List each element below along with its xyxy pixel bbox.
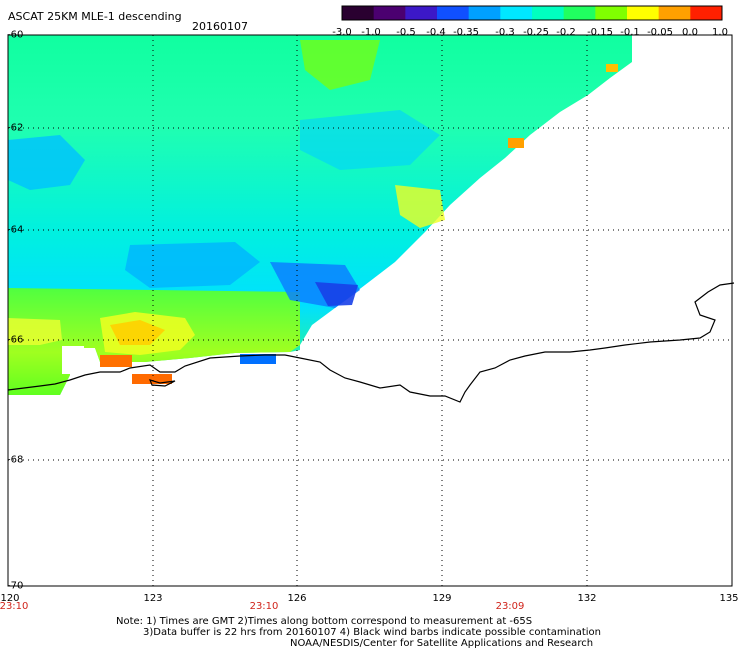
time-label: 23:09 [495,601,525,612]
plot-frame [7,34,733,587]
colorbar-swatch [627,6,660,20]
colorbar-tick-label: -0.3 [495,27,515,38]
colorbar-swatch [563,6,596,20]
orange-cell-2 [132,374,172,384]
time-label: 23:10 [0,601,29,612]
colorbar-tick-label: -0.35 [453,27,479,38]
colorbar-tick-label: -0.5 [396,27,416,38]
colorbar-frame [341,5,723,21]
orange-cell-4 [606,64,618,72]
colorbar-swatch [468,6,501,20]
colorbar-swatch [500,6,533,20]
lat-label: -68 [7,454,24,466]
cold-patch-5 [300,110,440,170]
lon-label: 120 [0,593,20,604]
colorbar-swatch [405,6,438,20]
cold-patch-1 [8,135,85,190]
colorbar-swatch [532,6,565,20]
warm-patch-4 [395,185,445,228]
colorbar-tick-label: -3.0 [332,27,352,38]
colorbar-tick-label: -0.15 [587,27,613,38]
graticule [8,35,732,586]
colorbar-swatch [690,6,723,20]
lat-label: -62 [7,122,24,134]
colorbar-tick-label: 1.0 [712,27,728,38]
product-title: ASCAT 25KM MLE-1 descending [8,10,182,23]
colorbar-swatch [342,6,375,20]
colorbar-tick-label: -0.1 [620,27,640,38]
footnote-line-1: Note: 1) Times are GMT 2)Times along bot… [116,616,533,627]
blue-coast-strip [240,354,276,364]
cold-patch-4 [315,282,358,306]
time-label: 23:10 [249,601,279,612]
colorbar-swatch [595,6,628,20]
lon-label: 132 [577,593,597,604]
cold-patch-2 [125,242,260,288]
colorbar [341,5,723,21]
lon-label: 123 [143,593,163,604]
colorbar-tick-label: -0.25 [523,27,549,38]
swath-gap [62,346,84,374]
orange-cell-1 [100,355,132,367]
warm-patch-5 [300,40,380,90]
colorbar-tick-label: -0.4 [426,27,446,38]
colorbar-tick-label: -1.0 [361,27,381,38]
lon-label: 129 [432,593,452,604]
colorbar-swatch [437,6,470,20]
product-date: 20160107 [192,20,248,33]
lat-label: -60 [7,29,24,41]
colorbar-tick-label: -0.05 [647,27,673,38]
data-swath [8,35,632,395]
lon-label: 126 [287,593,307,604]
colorbar-swatch [658,6,691,20]
lat-label: -66 [7,334,24,346]
warm-patch-2 [110,320,165,345]
coastline-island [148,379,176,387]
colorbar-tick-label: -0.2 [556,27,576,38]
colorbar-tick-label: 0.0 [682,27,698,38]
lon-label: 135 [719,593,739,604]
footnote-line-2: 3)Data buffer is 22 hrs from 20160107 4)… [143,627,601,638]
lat-label: -64 [7,224,24,236]
colorbar-swatch [373,6,406,20]
lat-label: -70 [7,580,24,592]
footnote-line-3: NOAA/NESDIS/Center for Satellite Applica… [290,638,594,649]
orange-cell-3 [508,138,524,148]
warm-patch-3 [8,318,62,345]
